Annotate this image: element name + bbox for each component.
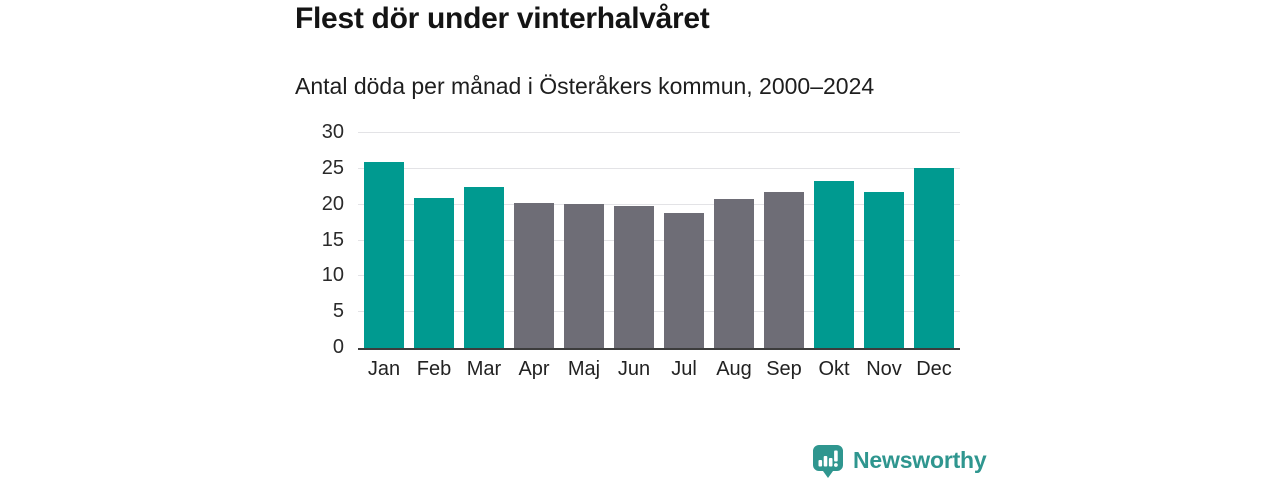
newsworthy-logo: Newsworthy (810, 442, 987, 479)
x-axis-label-maj: Maj (567, 358, 601, 380)
y-axis-tick-label: 5 (332, 300, 344, 323)
bars-row (358, 133, 960, 348)
x-axis-label-jul: Jul (671, 358, 697, 380)
bar-feb (414, 197, 454, 348)
bar-mar (464, 186, 504, 348)
bar-jan (364, 161, 404, 348)
y-axis-tick-label: 10 (321, 264, 344, 287)
bar-apr (514, 203, 554, 348)
gridline (358, 239, 960, 241)
bar-dec (914, 168, 954, 348)
bar-jun (614, 206, 654, 348)
y-axis-tick-label: 25 (321, 156, 344, 179)
bar-nov (864, 191, 904, 348)
bar-okt (814, 181, 854, 348)
plot-area: 0 5 10 15 20 25 30 (322, 122, 960, 357)
x-axis-label-apr: Apr (518, 358, 550, 380)
x-axis-label-feb: Feb (416, 358, 452, 380)
newsworthy-logo-text: Newsworthy (853, 447, 987, 473)
x-axis-label-aug: Aug (716, 358, 752, 380)
bar-chart-speech-bubble-icon (813, 445, 843, 478)
gridline (358, 132, 960, 133)
gridline (358, 311, 960, 313)
y-axis-tick-label: 30 (321, 121, 344, 143)
x-axis-label-jun: Jun (617, 358, 651, 380)
chart-subtitle: Antal döda per månad i Österåkers kommun… (295, 73, 875, 99)
gridline (358, 275, 960, 277)
y-axis-tick-label: 0 (332, 336, 344, 358)
x-axis-label-mar: Mar (466, 358, 502, 380)
bar-aug (714, 198, 754, 348)
bar-jul (664, 212, 704, 348)
x-axis-label-dec: Dec (916, 358, 952, 380)
bar-sep (764, 191, 804, 348)
x-axis-labels: Jan Feb Mar Apr Maj Jun Jul Aug Sep Okt Nov Dec (358, 358, 960, 381)
bar-maj (564, 203, 604, 348)
y-axis-tick-label: 20 (321, 192, 344, 215)
chart-title: Flest dör under vinterhalvåret (295, 2, 710, 35)
gridline (358, 203, 960, 205)
x-axis-label-sep: Sep (766, 358, 802, 380)
x-axis-label-jan: Jan (367, 358, 401, 380)
x-axis-label-okt: Okt (818, 358, 850, 380)
x-axis-label-nov: Nov (866, 358, 902, 380)
y-axis-tick-label: 15 (321, 228, 344, 251)
gridline (358, 167, 960, 169)
